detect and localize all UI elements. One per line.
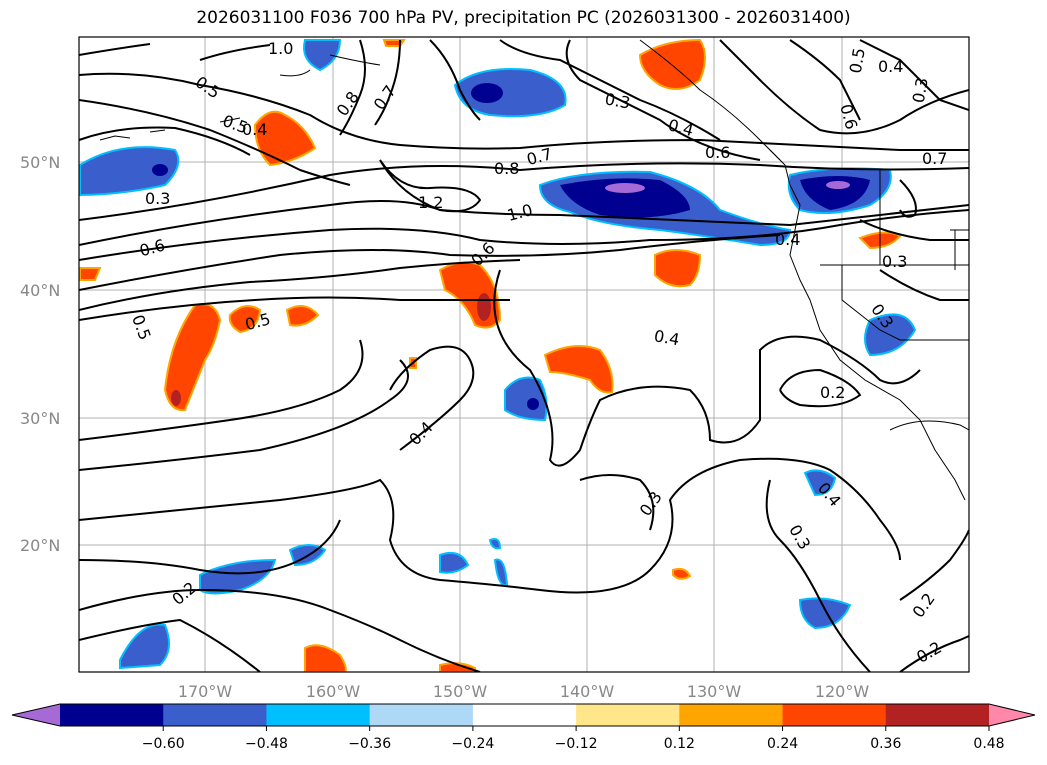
colorbar-tick-label: 0.36 bbox=[870, 736, 901, 752]
colorbar-segment bbox=[472, 704, 577, 726]
colorbar-segment bbox=[266, 704, 371, 726]
contour-label: 0.3 bbox=[909, 76, 932, 104]
contour-label: 0.6 bbox=[705, 143, 730, 162]
contour-label: 0.3 bbox=[145, 189, 170, 208]
colorbar-outline bbox=[11, 703, 1036, 727]
contour-label: 0.4 bbox=[242, 120, 267, 139]
lat-label: 50°N bbox=[20, 153, 60, 172]
lat-label: 20°N bbox=[20, 536, 60, 555]
colorbar-tick-label: −0.12 bbox=[555, 736, 598, 752]
colorbar-segment bbox=[60, 704, 164, 726]
lon-label: 130°W bbox=[687, 682, 742, 701]
pv-contours bbox=[79, 39, 969, 672]
colorbar-tick-label: −0.48 bbox=[245, 736, 288, 752]
colorbar-segment bbox=[163, 704, 267, 726]
lat-label: 30°N bbox=[20, 409, 60, 428]
colorbar-extend-left bbox=[12, 704, 60, 726]
lon-label: 120°W bbox=[815, 682, 870, 701]
contour-label: 0.4 bbox=[653, 326, 681, 349]
lon-label: 160°W bbox=[306, 682, 361, 701]
precip-blue-areas bbox=[79, 39, 917, 670]
contour-label: 0.7 bbox=[922, 149, 947, 168]
contour-label: 0.3 bbox=[882, 252, 907, 271]
colorbar-tick-label: 0.12 bbox=[664, 736, 695, 752]
colorbar-segment bbox=[679, 704, 784, 726]
lon-label: 150°W bbox=[433, 682, 488, 701]
contour-label: 0.2 bbox=[820, 383, 845, 402]
colorbar-tick-label: −0.24 bbox=[451, 736, 494, 752]
contour-label: 1.0 bbox=[268, 39, 293, 58]
longitude-labels: 170°W 160°W 150°W 140°W 130°W 120°W bbox=[178, 682, 870, 701]
colorbar-tick-label: 0.24 bbox=[767, 736, 798, 752]
contour-label: 0.8 bbox=[494, 159, 519, 178]
latitude-labels: 50°N 40°N 30°N 20°N bbox=[20, 153, 60, 555]
colorbar-extend-right bbox=[989, 704, 1035, 726]
contour-label: 0.4 bbox=[775, 230, 800, 249]
colorbar: −0.60 −0.48 −0.36 −0.24 −0.12 0.12 0.24 0.36 0.4… bbox=[11, 703, 1036, 752]
contour-label: 1.2 bbox=[418, 193, 443, 212]
map-title: 2026031100 F036 700 hPa PV, precipitatio… bbox=[196, 8, 851, 28]
lon-label: 170°W bbox=[178, 682, 233, 701]
lon-label: 140°W bbox=[560, 682, 615, 701]
colorbar-tick-label: 0.48 bbox=[973, 736, 1004, 752]
precip-orange-areas bbox=[79, 38, 902, 672]
contour-label: 0.3 bbox=[603, 89, 631, 112]
colorbar-segment bbox=[782, 704, 887, 726]
contour-label: 0.5 bbox=[846, 46, 869, 74]
colorbar-tick-label: −0.36 bbox=[348, 736, 391, 752]
colorbar-segment bbox=[576, 704, 680, 726]
coastlines bbox=[99, 39, 969, 501]
lat-label: 40°N bbox=[20, 281, 60, 300]
contour-label: 0.4 bbox=[878, 57, 903, 76]
colorbar-segment bbox=[369, 704, 474, 726]
colorbar-tick-label: −0.60 bbox=[142, 736, 185, 752]
colorbar-segment bbox=[885, 704, 990, 726]
map-border bbox=[78, 36, 970, 673]
